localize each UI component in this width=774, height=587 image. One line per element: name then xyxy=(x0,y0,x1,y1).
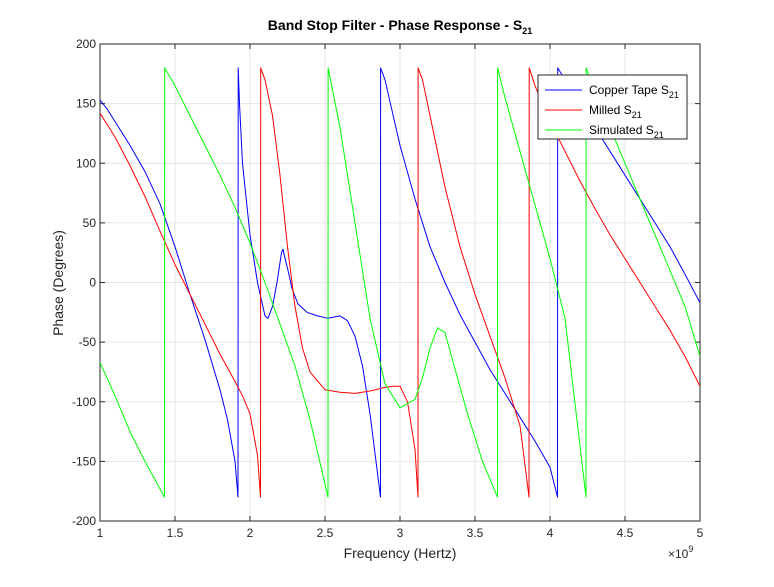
y-tick-label: 150 xyxy=(76,97,96,111)
series-line-2 xyxy=(100,67,700,498)
y-tick-label: 0 xyxy=(89,276,96,290)
x-tick-label: 1 xyxy=(97,526,104,540)
legend-label-subscript: 21 xyxy=(669,90,679,100)
x-tick-label: 2 xyxy=(247,526,254,540)
x-tick-label: 3.5 xyxy=(467,526,484,540)
legend-box xyxy=(537,74,688,140)
y-tick-label: 50 xyxy=(83,216,97,230)
series-line-1 xyxy=(100,67,700,498)
x-tick-label: 3 xyxy=(397,526,404,540)
y-tick-label: -200 xyxy=(72,514,96,528)
legend-label-text: Simulated S xyxy=(589,123,654,137)
x-tick-label: 5 xyxy=(697,526,704,540)
legend-label-text: Copper Tape S xyxy=(589,83,669,97)
series-lines xyxy=(100,67,700,498)
x-tick-label: 1.5 xyxy=(167,526,184,540)
x-axis-label: Frequency (Hertz) xyxy=(344,545,457,561)
legend-label-subscript: 21 xyxy=(654,130,664,140)
y-tick-label: 200 xyxy=(76,37,96,51)
y-axis-label: Phase (Degrees) xyxy=(50,230,66,336)
x-axis-exponent: ×109 xyxy=(668,544,693,561)
y-tick-label: -50 xyxy=(79,335,97,349)
legend-label-1: Copper Tape S21 xyxy=(589,83,679,100)
y-axis-ticks: -200 -150 -100 -50 0 50 100 150 200 xyxy=(72,37,700,528)
y-tick-label: -100 xyxy=(72,395,96,409)
x-tick-label: 4 xyxy=(547,526,554,540)
y-tick-label: -150 xyxy=(72,454,96,468)
x-axis-ticks: 1 1.5 2 2.5 3 3.5 4 4.5 5 xyxy=(97,44,704,540)
x-tick-label: 2.5 xyxy=(317,526,334,540)
legend-label-2: Milled S21 xyxy=(589,103,642,120)
y-tick-label: 100 xyxy=(76,156,96,170)
legend-label-3: Simulated S21 xyxy=(589,123,664,140)
series-line-3 xyxy=(100,67,700,498)
legend-label-text: Milled S xyxy=(589,103,632,117)
x-tick-label: 4.5 xyxy=(617,526,634,540)
chart-title: Band Stop Filter - Phase Response - S21 xyxy=(268,17,532,36)
legend-label-subscript: 21 xyxy=(632,110,642,120)
